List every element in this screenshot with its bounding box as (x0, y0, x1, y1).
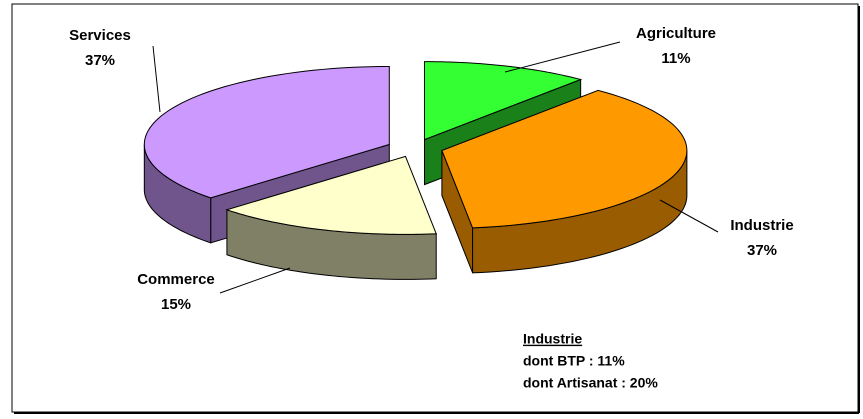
leader-line (504, 41, 621, 73)
slice-top (441, 89, 688, 229)
pie (143, 61, 688, 280)
slice-label: Commerce (137, 271, 215, 288)
slice-top (423, 61, 583, 141)
leader-line (659, 199, 719, 233)
slice-top (143, 65, 390, 199)
slice-label: Services (69, 27, 131, 44)
annotation: Industrie (523, 331, 582, 347)
slice-label: Industrie (730, 217, 793, 234)
slice-top (225, 155, 437, 235)
slice-value-label: 37% (747, 242, 777, 259)
slice-value-label: 15% (161, 296, 191, 313)
labels: Agriculture 11% Industrie 37% Commerce 15% Ser… (69, 25, 794, 391)
annotation: dont Artisanat : 20% (523, 375, 658, 391)
slice-value-label: 37% (85, 52, 115, 69)
leader-line (152, 45, 161, 113)
annotation: dont BTP : 11% (523, 353, 625, 369)
slice-label: Agriculture (636, 25, 716, 42)
leader-line (219, 267, 291, 294)
slice-value-label: 11% (661, 50, 690, 67)
